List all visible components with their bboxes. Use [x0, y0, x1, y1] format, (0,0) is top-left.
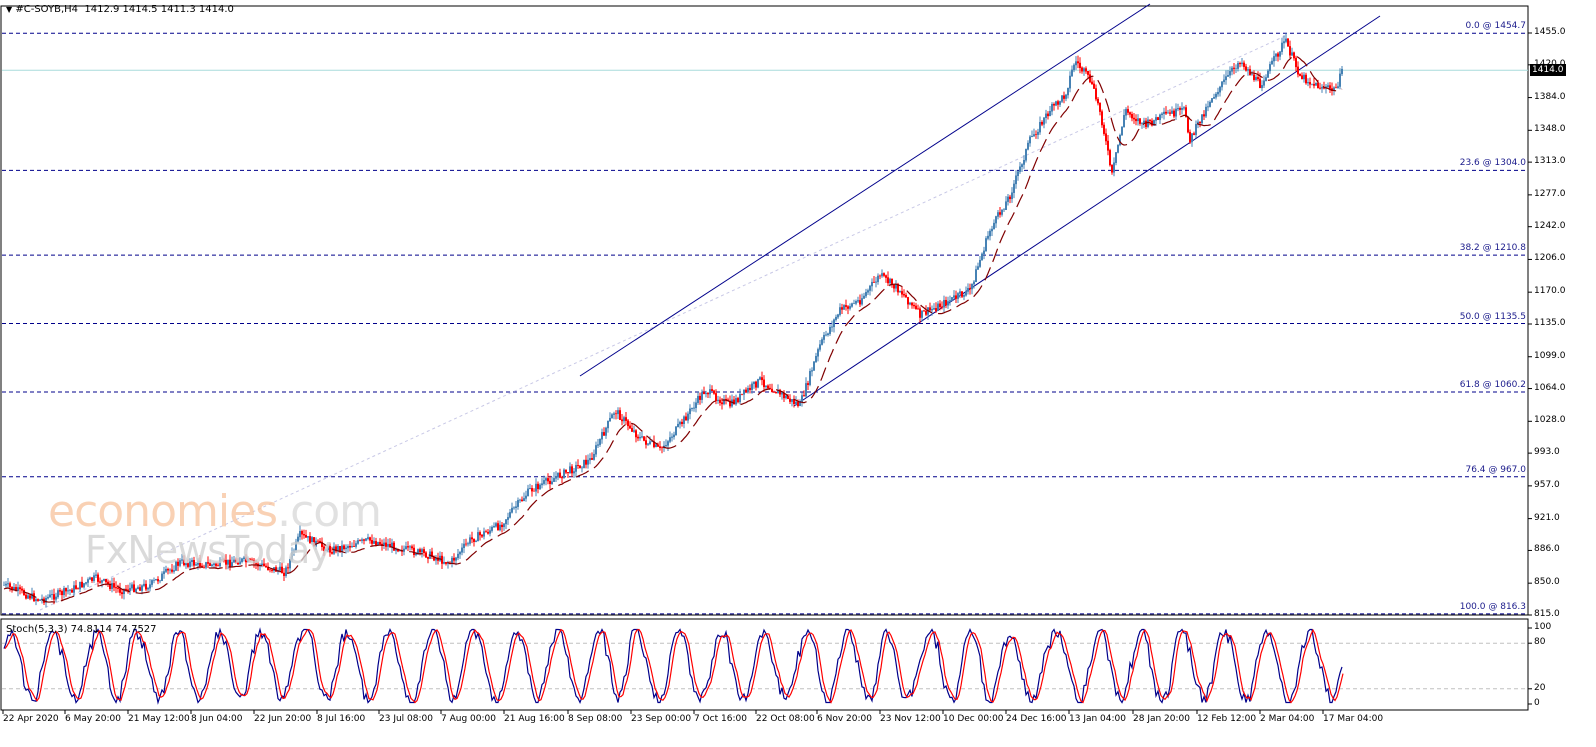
watermark-fxnewstoday: FxNewsToday — [85, 528, 332, 572]
time-tick-label: 28 Jan 20:00 — [1133, 714, 1190, 724]
stoch-main-line — [3, 627, 1343, 705]
time-tick-label: 2 Mar 04:00 — [1260, 714, 1315, 724]
price-tick-label: 815.0 — [1534, 609, 1560, 619]
time-tick-label: 22 Apr 2020 — [3, 714, 59, 724]
price-tick-label: 1099.0 — [1534, 350, 1566, 361]
stoch-tick-label: 20 — [1534, 682, 1546, 693]
price-tick-label: 1170.0 — [1534, 286, 1566, 297]
time-tick-label: 21 May 12:00 — [128, 714, 190, 724]
fib-label: 38.2 @ 1210.8 — [1459, 243, 1526, 254]
ohlc-values: 1412.9 1414.5 1411.3 1414.0 — [84, 4, 234, 15]
time-tick-label: 7 Aug 00:00 — [441, 714, 496, 724]
time-tick-label: 24 Dec 16:00 — [1006, 714, 1067, 724]
price-tick-label: 1384.0 — [1534, 91, 1566, 102]
stoch-tick-label: 0 — [1534, 698, 1540, 708]
fib-trend-line — [39, 35, 1286, 611]
time-tick-label: 22 Oct 08:00 — [756, 714, 815, 724]
time-tick-label: 7 Oct 16:00 — [694, 714, 747, 724]
price-tick-label: 1455.0 — [1534, 27, 1566, 37]
stoch-panel-frame — [0, 618, 1529, 711]
time-tick-label: 23 Jul 08:00 — [379, 714, 433, 724]
fib-label: 61.8 @ 1060.2 — [1459, 380, 1526, 391]
time-tick-label: 12 Feb 12:00 — [1197, 714, 1257, 724]
channel-upper-line — [579, 3, 1151, 377]
moving-average-line — [3, 55, 1343, 603]
price-tick-label: 1028.0 — [1534, 415, 1566, 426]
time-tick-label: 17 Mar 04:00 — [1323, 714, 1384, 724]
time-tick-label: 21 Aug 16:00 — [504, 714, 565, 724]
time-tick-label: 8 Jun 04:00 — [191, 714, 243, 724]
time-tick-label: 6 May 20:00 — [65, 714, 121, 724]
symbol-header: ▼ #C-SOYB,H4 1412.9 1414.5 1411.3 1414.0 — [6, 4, 234, 15]
collapse-arrow-icon[interactable]: ▼ — [6, 5, 13, 14]
channel-lower-line — [793, 15, 1381, 407]
stoch-header: Stoch(5,3,3) 74.8114 74.7527 — [6, 624, 157, 635]
price-tick-label: 1420.0 — [1534, 59, 1566, 69]
time-tick-label: 8 Sep 08:00 — [568, 714, 623, 724]
price-tick-label: 1313.0 — [1534, 156, 1566, 167]
price-tick-label: 957.0 — [1534, 479, 1560, 490]
stoch-tick-label: 100 — [1534, 622, 1552, 632]
time-tick-label: 23 Nov 12:00 — [880, 714, 941, 724]
watermark-economies: economies.com — [48, 486, 382, 537]
price-tick-label: 886.0 — [1534, 544, 1560, 555]
fib-label: 50.0 @ 1135.5 — [1459, 311, 1526, 322]
price-tick-label: 1277.0 — [1534, 188, 1566, 199]
price-tick-label: 1064.0 — [1534, 382, 1566, 393]
stoch-signal-line — [4, 628, 1344, 704]
price-tick-label: 993.0 — [1534, 447, 1560, 458]
price-tick-label: 850.0 — [1534, 577, 1560, 588]
price-tick-label: 921.0 — [1534, 512, 1560, 523]
price-panel-frame — [0, 5, 1529, 616]
fib-label: 100.0 @ 816.3 — [1459, 601, 1526, 612]
price-tick-label: 1242.0 — [1534, 220, 1566, 231]
time-tick-label: 10 Dec 00:00 — [943, 714, 1004, 724]
time-tick-label: 8 Jul 16:00 — [317, 714, 366, 724]
symbol-label: #C-SOYB,H4 — [15, 4, 79, 15]
time-tick-label: 13 Jan 04:00 — [1069, 714, 1126, 724]
time-tick-label: 22 Jun 20:00 — [254, 714, 312, 724]
fib-label: 76.4 @ 967.0 — [1465, 464, 1526, 475]
current-price-tag: 1414.0 — [1530, 64, 1566, 76]
time-tick-label: 6 Nov 20:00 — [817, 714, 872, 724]
time-tick-label: 23 Sep 00:00 — [631, 714, 692, 724]
fib-label: 23.6 @ 1304.0 — [1459, 158, 1526, 169]
stoch-tick-label: 80 — [1534, 637, 1546, 648]
price-tick-label: 1135.0 — [1534, 318, 1566, 328]
price-tick-label: 1206.0 — [1534, 253, 1566, 264]
fib-label: 0.0 @ 1454.7 — [1465, 21, 1526, 32]
price-tick-label: 1348.0 — [1534, 124, 1566, 135]
